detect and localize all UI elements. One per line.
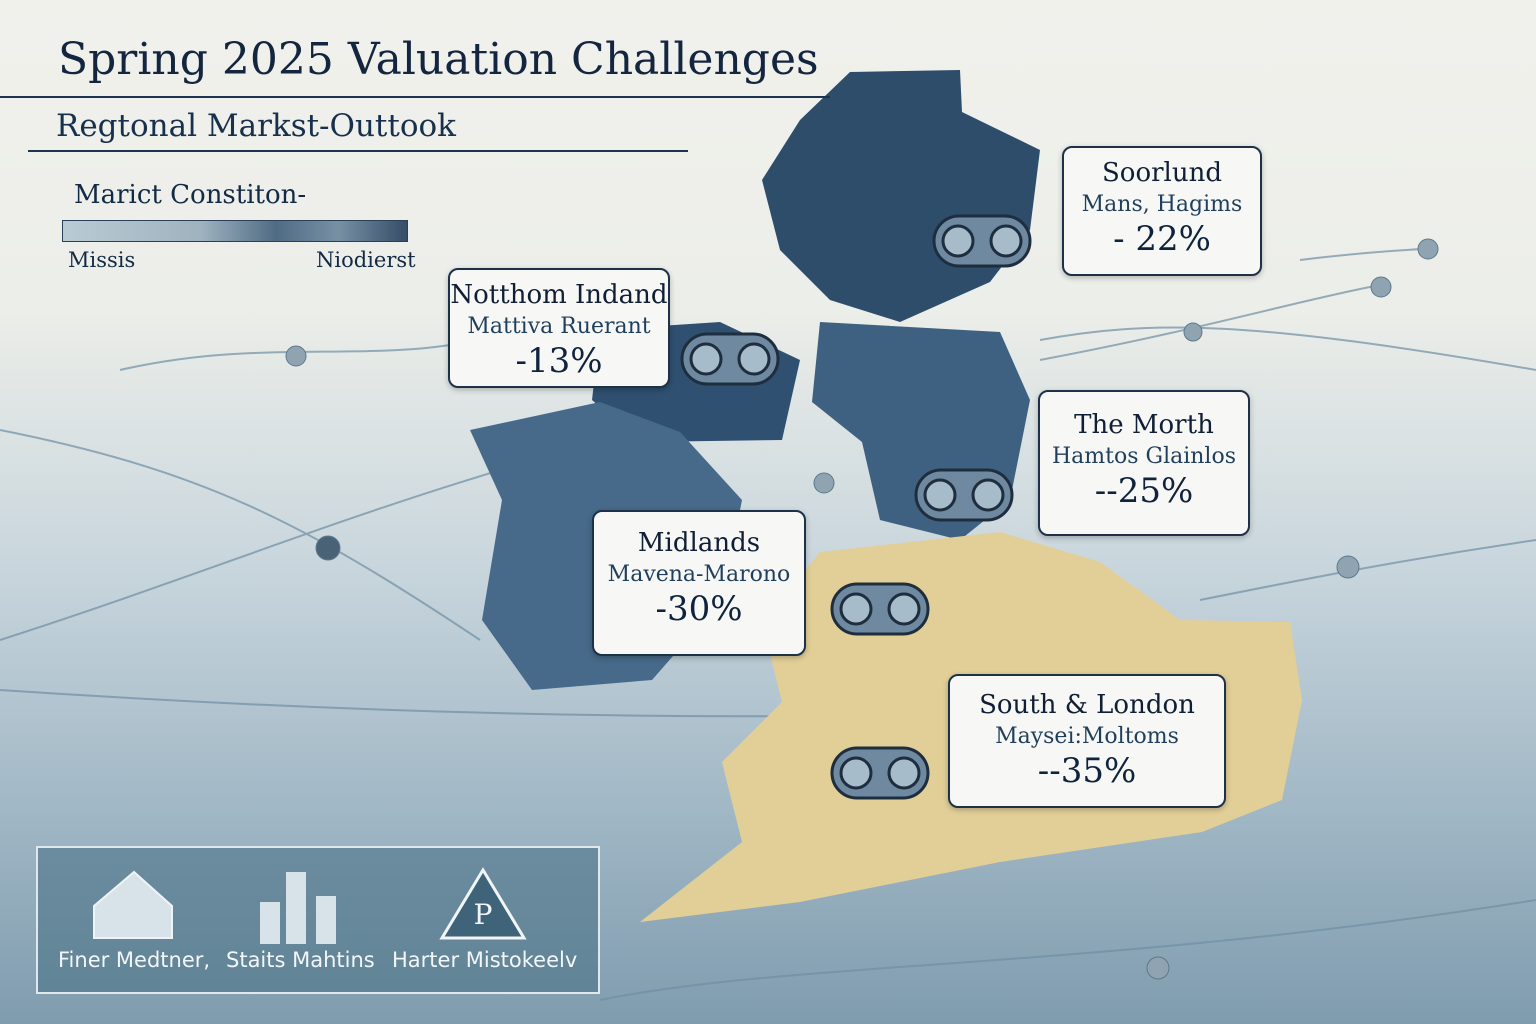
bar-chart-icon — [260, 872, 336, 944]
region-name: Notthom Indand — [450, 280, 668, 310]
region-value: - 22% — [1113, 219, 1211, 259]
legend-title: Marict Constiton- — [74, 180, 307, 210]
region-subtitle: Hamtos Glainlos — [1051, 444, 1237, 469]
region-subtitle: Mattiva Ruerant — [467, 314, 651, 339]
binoculars-icon[interactable] — [828, 740, 934, 804]
legend-color-scale — [62, 220, 408, 242]
bottom-info-panel: P Finer Medtner, Staits Mahtins Harter M… — [36, 846, 600, 994]
page-subtitle: Regtonal Markst-Outtook — [56, 108, 456, 144]
region-value: -30% — [655, 589, 743, 629]
panel-label: Finer Medtner, — [58, 948, 211, 972]
region-name: Midlands — [637, 528, 761, 558]
region-scotland — [762, 70, 1040, 322]
page-title: Spring 2025 Valuation Challenges — [58, 34, 819, 85]
callout-region[interactable]: South & London Maysei:Moltoms --35% — [948, 674, 1226, 808]
callout-region[interactable]: Soorlund Mans, Hagims - 22% — [1062, 146, 1262, 276]
legend-high-label: Niodierst — [316, 248, 416, 272]
panel-label: Harter Mistokeelv — [392, 948, 578, 972]
region-name: South & London — [979, 690, 1195, 720]
binoculars-icon[interactable] — [678, 326, 784, 390]
region-name: Soorlund — [1102, 158, 1222, 188]
binoculars-icon[interactable] — [912, 462, 1018, 526]
panel-label: Staits Mahtins — [226, 948, 375, 972]
binoculars-icon[interactable] — [828, 576, 934, 640]
subtitle-divider — [28, 150, 688, 152]
region-value: --35% — [1037, 751, 1137, 791]
svg-text:P: P — [474, 898, 493, 931]
callout-region[interactable]: The Morth Hamtos Glainlos --25% — [1038, 390, 1250, 536]
region-name: The Morth — [1074, 410, 1214, 440]
callout-region[interactable]: Notthom Indand Mattiva Ruerant -13% — [448, 268, 670, 388]
region-value: -13% — [515, 341, 603, 381]
connector-lines — [0, 247, 1536, 1001]
region-subtitle: Mavena-Marono — [607, 562, 791, 587]
title-divider — [0, 96, 830, 98]
region-subtitle: Maysei:Moltoms — [995, 724, 1179, 749]
house-icon — [93, 870, 173, 939]
binoculars-icon[interactable] — [930, 208, 1036, 272]
warning-triangle-icon: P — [439, 867, 527, 940]
legend-low-label: Missis — [68, 248, 136, 272]
region-value: --25% — [1094, 471, 1194, 511]
callout-region[interactable]: Midlands Mavena-Marono -30% — [592, 510, 806, 656]
region-subtitle: Mans, Hagims — [1081, 192, 1243, 217]
connector-dots — [285, 238, 1439, 980]
